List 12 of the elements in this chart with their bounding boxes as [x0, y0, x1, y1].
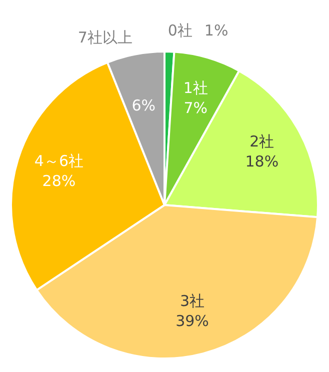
data-label: 18%	[245, 152, 279, 171]
data-label: 6%	[132, 96, 156, 114]
slice-label: 3社	[180, 292, 205, 310]
data-label: 39%	[176, 312, 209, 330]
slice-label: 7社以上	[78, 28, 132, 46]
data-label: 1%	[204, 21, 228, 40]
data-label: 28%	[42, 172, 76, 190]
slice-label: 0社	[168, 21, 192, 40]
slice-label: 4～6社	[34, 152, 84, 170]
slice-label: 1社	[183, 78, 208, 97]
data-label: 7%	[184, 98, 208, 117]
slice-label: 2社	[250, 132, 274, 151]
